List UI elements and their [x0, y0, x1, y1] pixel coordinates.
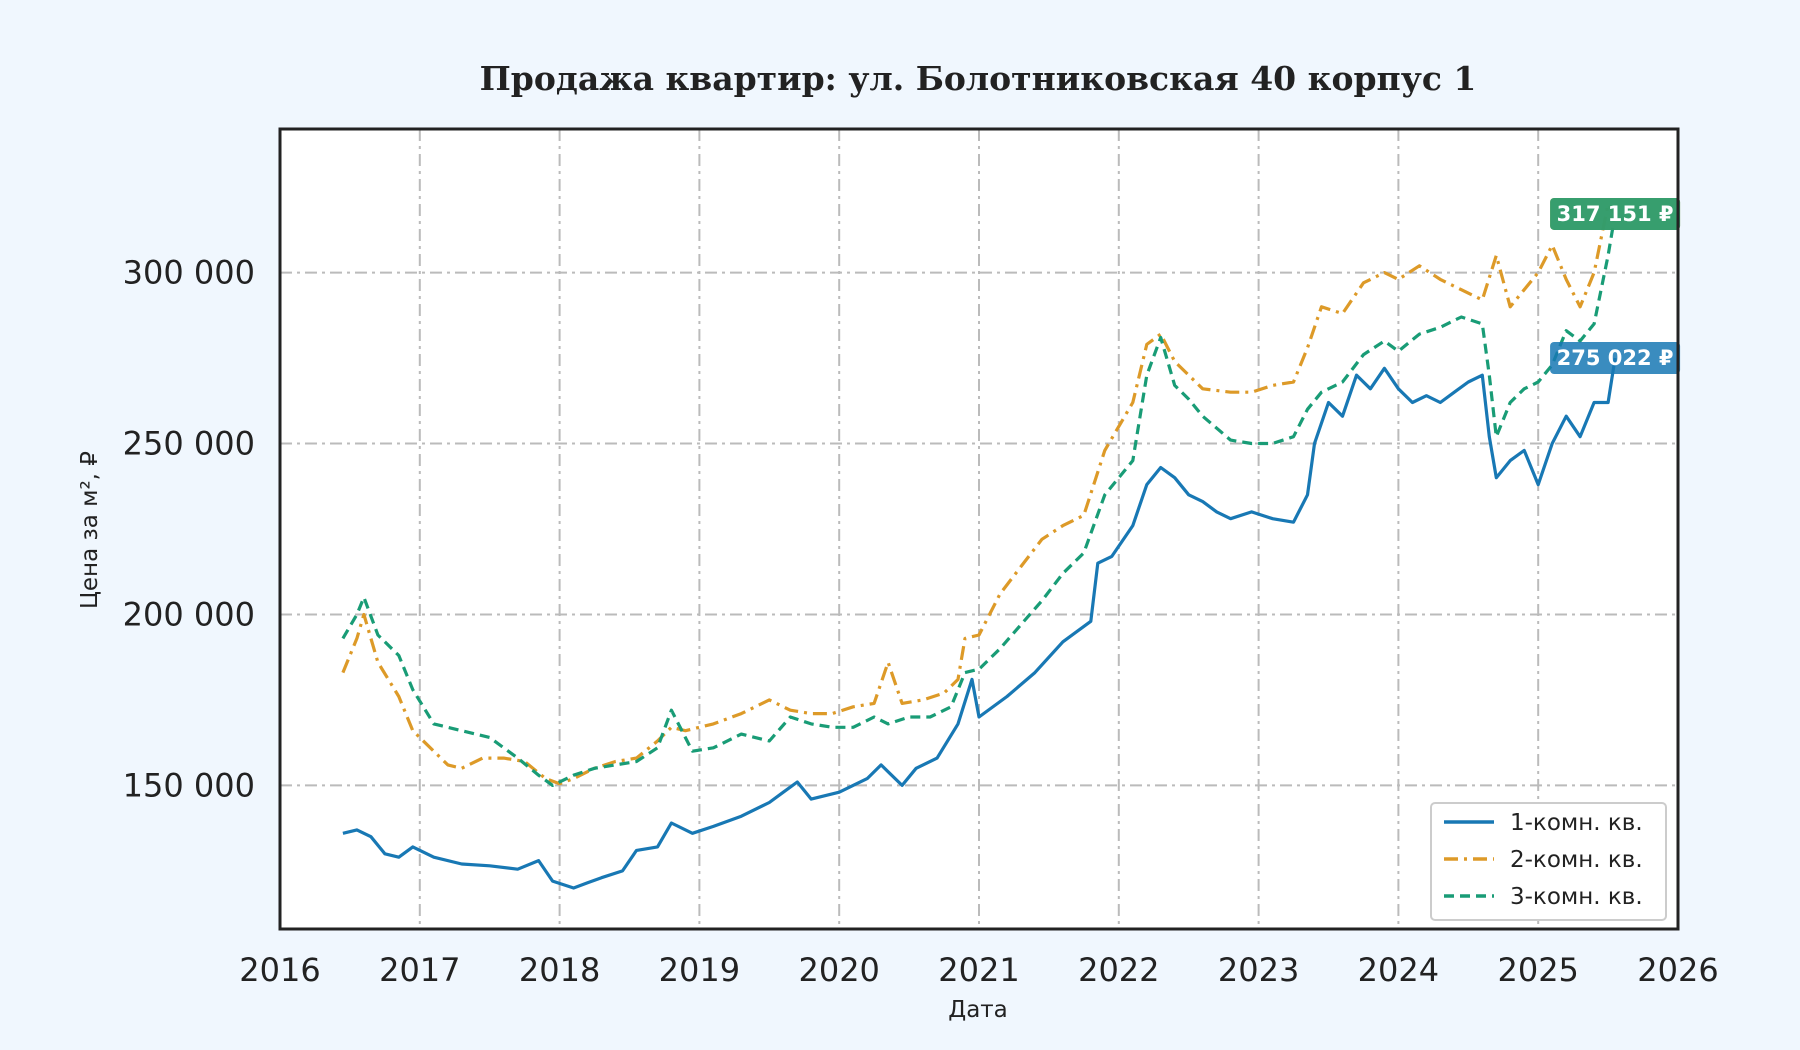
x-axis-label: Дата: [948, 997, 1008, 1023]
x-tick-label-5: 2021: [938, 951, 1019, 989]
legend-label-1k: 1-комн. кв.: [1510, 810, 1643, 836]
end-tag-box-3k: [1550, 197, 1681, 230]
x-tick-label-6: 2022: [1078, 951, 1159, 989]
series-line-3k: [341, 213, 1617, 787]
legend: 1-комн. кв. 2-комн. кв. 3-комн. кв.: [1430, 802, 1667, 921]
grid-lines: [280, 129, 1678, 929]
y-axis-ticks: 150 000 200 000 250 000 300 000: [123, 254, 255, 805]
end-tag-box-1k: [1550, 341, 1681, 374]
end-tag-label-1k: 275 022 ₽: [1557, 346, 1674, 370]
legend-label-2k: 2-комн. кв.: [1510, 847, 1643, 873]
series-layer: [341, 202, 1617, 890]
y-axis-label: Цена за м², ₽: [77, 451, 103, 609]
chart-title: Продажа квартир: ул. Болотниковская 40 к…: [480, 59, 1477, 98]
x-tick-label-9: 2025: [1497, 951, 1578, 989]
x-axis-ticks: 2016 2017 2018 2019 2020 2021 2022 2023 2024 2025…: [239, 951, 1718, 989]
y-tick-label-3: 300 000: [123, 254, 255, 292]
x-tick-label-4: 2020: [798, 951, 879, 989]
y-tick-label-0: 150 000: [123, 766, 255, 804]
end-value-tags: 275 022 ₽317 151 ₽317 151 ₽: [1550, 197, 1681, 374]
end-tag-label-3k: 317 151 ₽: [1557, 202, 1674, 226]
end-tag-3k: 317 151 ₽: [1550, 197, 1681, 230]
series-line-2k: [341, 202, 1617, 786]
end-tag-1k: 275 022 ₽: [1550, 341, 1681, 374]
plot-frame: [278, 127, 1680, 931]
x-tick-label-0: 2016: [239, 951, 320, 989]
x-tick-label-7: 2023: [1218, 951, 1299, 989]
y-tick-label-1: 200 000: [123, 595, 255, 633]
x-tick-label-8: 2024: [1358, 951, 1439, 989]
x-tick-label-2: 2018: [519, 951, 600, 989]
legend-box: [1430, 802, 1667, 921]
x-tick-label-10: 2026: [1637, 951, 1718, 989]
series-line-1k: [342, 357, 1617, 890]
legend-label-3k: 3-комн. кв.: [1510, 884, 1643, 910]
x-tick-label-1: 2017: [379, 951, 460, 989]
x-tick-label-3: 2019: [659, 951, 740, 989]
y-tick-label-2: 250 000: [123, 425, 255, 463]
